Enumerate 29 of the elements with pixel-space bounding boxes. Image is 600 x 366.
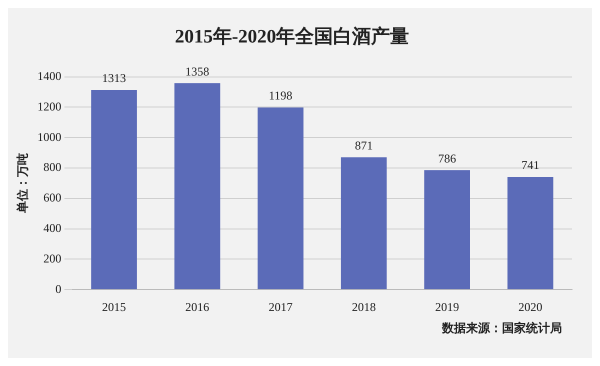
y-tick-label: 600 [43,190,62,205]
y-tick-label: 1400 [37,68,62,83]
x-tick-label: 2017 [268,300,293,314]
data-label: 741 [521,158,540,172]
data-label: 871 [354,138,373,152]
bar [424,170,470,290]
data-label: 1358 [185,64,210,78]
y-tick-label: 400 [43,220,62,235]
data-label: 786 [438,151,456,166]
bar [340,157,387,290]
x-tick-label: 2015 [102,300,126,314]
y-tick-label: 800 [43,160,62,174]
data-label: 1198 [268,88,292,103]
y-tick-label: 1000 [37,130,62,144]
x-tick-label: 2020 [518,300,542,314]
bar [174,83,220,290]
source-note: 数据来源：国家统计局 [442,320,562,337]
y-tick-label: 0 [55,282,62,296]
bar [91,90,137,290]
bar [507,176,554,290]
chart-title: 2015年-2020年全国白酒产量 [174,25,410,48]
y-tick-label: 200 [43,251,62,266]
y-axis-title: 单位：万吨 [15,153,30,214]
data-label: 1313 [102,71,126,86]
y-tick-label: 1200 [37,99,62,114]
x-tick-label: 2016 [185,300,210,314]
x-tick-label: 2018 [352,300,376,314]
bar [258,108,304,290]
x-tick-label: 2019 [435,300,460,314]
